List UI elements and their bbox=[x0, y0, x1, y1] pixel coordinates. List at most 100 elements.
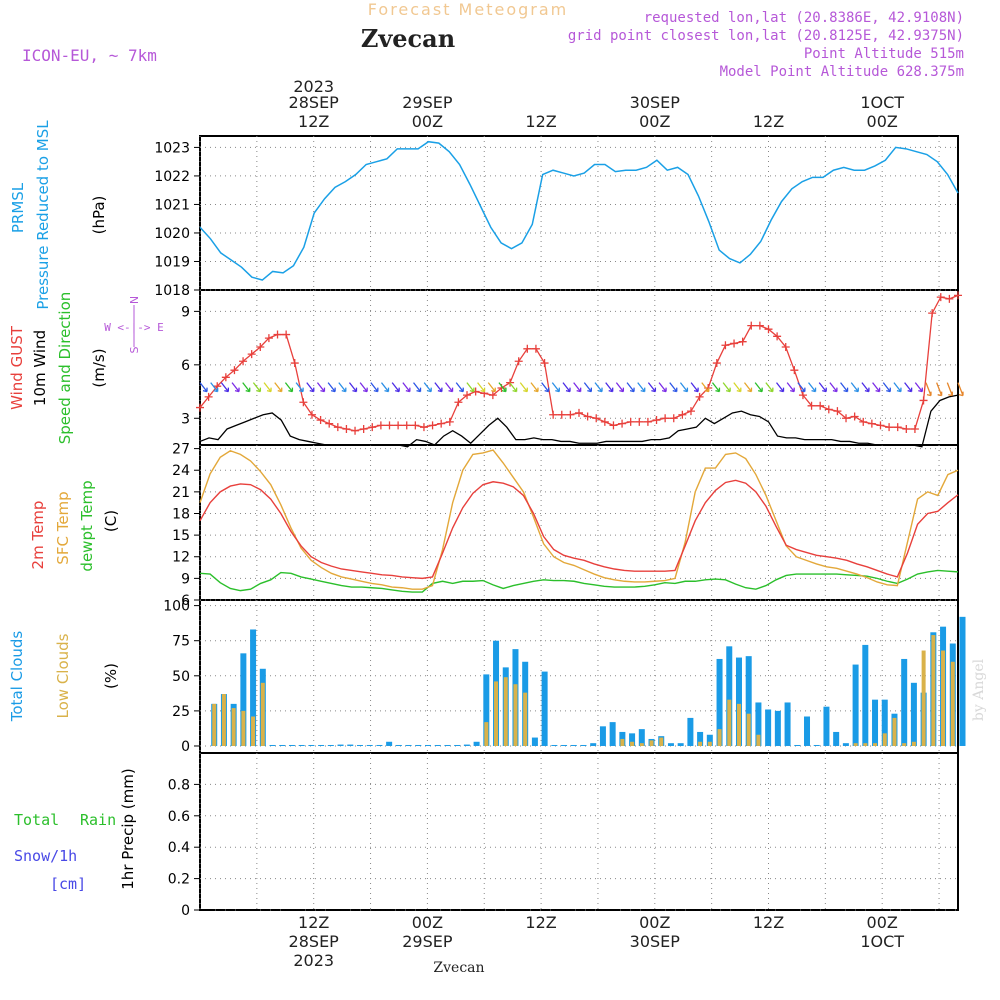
gust-marker bbox=[385, 421, 394, 430]
gust-marker bbox=[600, 417, 609, 426]
gust-marker bbox=[264, 334, 273, 343]
total-cloud-bar bbox=[677, 743, 684, 746]
wind-arrow bbox=[861, 382, 870, 393]
total-cloud-bar bbox=[473, 741, 480, 746]
wind-arrow bbox=[605, 382, 614, 393]
low-cloud-bar bbox=[746, 713, 751, 746]
wind-arrow bbox=[765, 382, 774, 393]
low-cloud-bar bbox=[494, 681, 499, 746]
gust-marker bbox=[428, 421, 437, 430]
low-cloud-bar bbox=[221, 694, 226, 746]
total-cloud-bar bbox=[590, 743, 597, 746]
gust-marker bbox=[239, 357, 248, 366]
time-label: 30SEP bbox=[630, 93, 681, 112]
wind-arrow bbox=[445, 382, 454, 393]
time-label: 28SEP bbox=[289, 93, 340, 112]
wind-arrow bbox=[220, 382, 230, 393]
gust-marker bbox=[247, 350, 256, 359]
gust-marker bbox=[445, 417, 454, 426]
y-tick-label: 50 bbox=[172, 669, 190, 685]
wind-arrow bbox=[391, 382, 400, 393]
wind-arrow bbox=[711, 382, 721, 393]
y-tick-label: 0.2 bbox=[168, 872, 190, 888]
gust-marker bbox=[635, 417, 644, 426]
wind-arrow bbox=[615, 382, 625, 393]
low-cloud-bar bbox=[882, 733, 887, 746]
temp-y-ticks: 6 9 12 15 18 21 24 27 bbox=[172, 442, 958, 609]
wind-arrow bbox=[925, 382, 932, 397]
gust-marker bbox=[359, 424, 368, 433]
total-cloud-bar bbox=[308, 744, 315, 746]
y-tick-label: 0 bbox=[181, 739, 190, 755]
low-cloud-bar bbox=[523, 692, 528, 746]
y-tick-label: 0 bbox=[181, 903, 190, 919]
gust-marker bbox=[307, 410, 316, 419]
total-cloud-bar bbox=[619, 731, 626, 746]
low-cloud-bar bbox=[950, 661, 955, 746]
gust-marker bbox=[333, 423, 342, 432]
gust-marker bbox=[368, 423, 377, 432]
y-tick-label: 100 bbox=[163, 599, 190, 615]
panel-gridlines bbox=[199, 136, 940, 910]
wind-arrow bbox=[284, 382, 294, 393]
gust-marker bbox=[876, 421, 885, 430]
low-cloud-bar bbox=[241, 710, 246, 746]
y-tick-label: 6 bbox=[181, 358, 190, 374]
total-cloud-bar bbox=[852, 664, 859, 746]
gust-marker bbox=[755, 321, 764, 330]
total-cloud-bar bbox=[794, 744, 801, 746]
total-cloud-bar bbox=[279, 744, 286, 746]
wind-arrow bbox=[808, 382, 817, 393]
low-cloud-bar bbox=[513, 684, 518, 746]
total-cloud-bar bbox=[541, 671, 548, 746]
wind-arrow bbox=[498, 382, 507, 393]
gust-marker bbox=[661, 414, 670, 423]
gust-marker bbox=[893, 423, 902, 432]
wind-arrow bbox=[338, 382, 347, 393]
gust-marker bbox=[919, 396, 928, 405]
y-tick-label: 0.4 bbox=[168, 840, 190, 856]
wind-arrow bbox=[872, 382, 881, 393]
wind-arrow bbox=[775, 382, 785, 393]
gust-marker bbox=[488, 391, 497, 400]
y-tick-label: 24 bbox=[172, 463, 190, 479]
total-cloud-bar bbox=[872, 699, 879, 746]
wind-arrow bbox=[743, 382, 753, 393]
time-label: 00Z bbox=[867, 913, 898, 932]
gust-marker bbox=[566, 410, 575, 419]
wind-arrow bbox=[893, 382, 902, 393]
wind-arrow bbox=[690, 382, 699, 393]
wind-arrow bbox=[370, 382, 379, 393]
sfc-temp-line bbox=[199, 449, 959, 590]
y-tick-label: 9 bbox=[181, 571, 190, 587]
low-cloud-bar bbox=[251, 716, 256, 746]
wind-arrow bbox=[626, 382, 635, 393]
temp-unit: (C) bbox=[102, 510, 120, 532]
time-label: 2023 bbox=[293, 951, 334, 970]
y-tick-label: 1018 bbox=[154, 283, 190, 299]
wind-arrow bbox=[936, 382, 943, 397]
y-tick-label: 21 bbox=[172, 485, 190, 501]
low-cloud-bar bbox=[727, 699, 732, 746]
total-cloud-bar bbox=[716, 658, 723, 746]
y-tick-label: 75 bbox=[172, 634, 190, 650]
point-altitude: Point Altitude 515m bbox=[804, 46, 964, 62]
wind-arrow bbox=[541, 382, 550, 393]
gust-marker bbox=[859, 417, 868, 426]
model-altitude: Model Point Altitude 628.375m bbox=[720, 64, 964, 80]
gust-marker bbox=[256, 343, 265, 352]
gust-marker bbox=[351, 426, 360, 435]
time-label: 30SEP bbox=[630, 932, 681, 951]
time-label: 00Z bbox=[412, 913, 443, 932]
y-tick-label: 1023 bbox=[154, 140, 190, 156]
gust-marker bbox=[463, 391, 472, 400]
credit-watermark: by Angel bbox=[971, 658, 987, 721]
low-cloud-bar bbox=[620, 738, 625, 746]
gust-marker bbox=[282, 330, 291, 339]
total-cloud-bar bbox=[483, 674, 490, 746]
footer-station: Zvecan bbox=[433, 960, 484, 976]
low-cloud-bar bbox=[231, 708, 236, 746]
wind-direction-arrows bbox=[199, 382, 964, 397]
